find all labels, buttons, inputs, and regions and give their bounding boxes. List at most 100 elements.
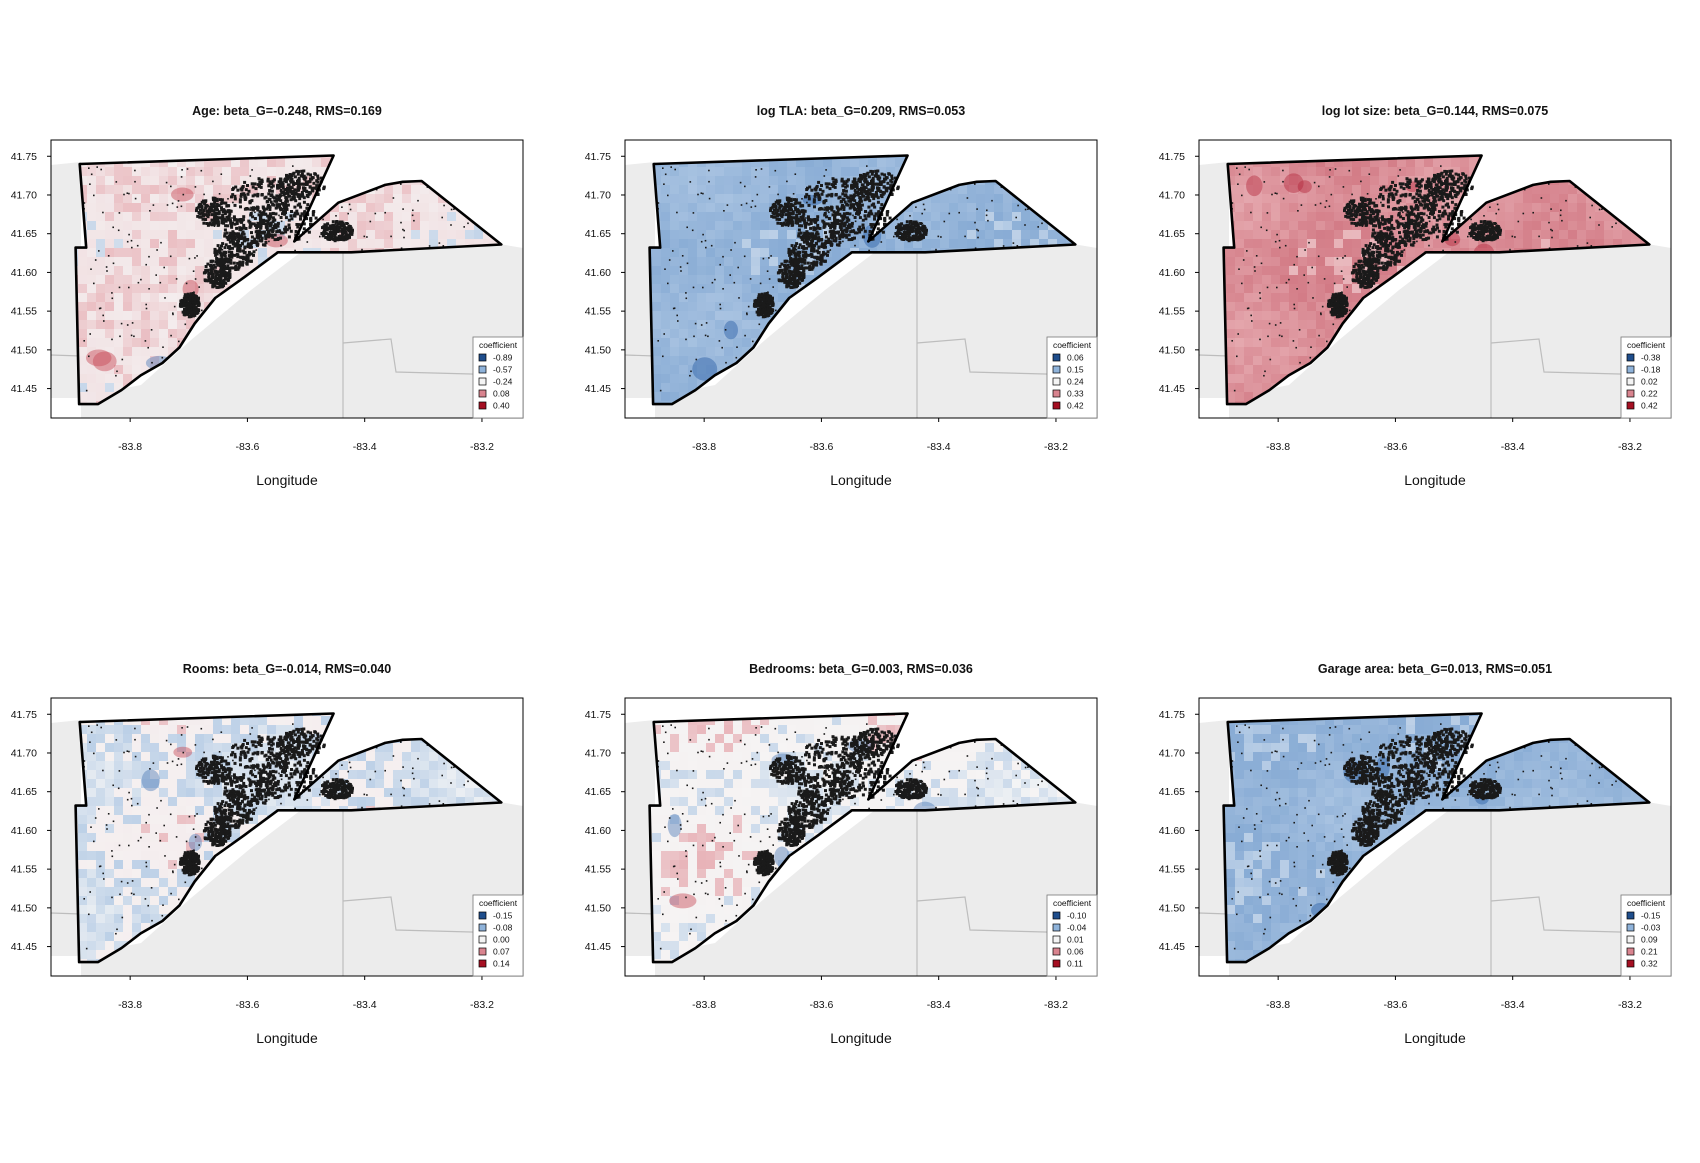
surface-cell <box>661 293 671 303</box>
y-tick-label: 41.45 <box>11 383 37 395</box>
sale-point <box>231 193 234 196</box>
surface-cell <box>366 221 376 231</box>
sale-point <box>328 229 330 231</box>
panel-title: Age: beta_G=-0.248, RMS=0.169 <box>192 104 382 118</box>
sale-point <box>248 221 251 224</box>
surface-cell <box>751 239 761 249</box>
surface-cell <box>751 230 761 240</box>
surface-cell <box>679 203 689 213</box>
surface-cell <box>697 284 707 294</box>
sale-point <box>214 213 217 216</box>
sale-point <box>198 286 200 288</box>
surface-cell <box>303 239 313 249</box>
surface-cell <box>976 239 986 249</box>
sale-point <box>255 226 258 229</box>
surface-cell <box>132 275 142 285</box>
surface-cell <box>159 284 169 294</box>
surface-cell <box>87 275 97 285</box>
surface-cell <box>141 338 151 348</box>
surface-cell <box>1003 203 1013 213</box>
sale-point <box>190 292 193 295</box>
surface-cell <box>402 203 412 213</box>
surface-cell <box>123 293 133 303</box>
surface-cell <box>114 284 124 294</box>
sale-point <box>257 237 260 240</box>
sale-point <box>213 285 216 288</box>
surface-cell <box>679 374 689 384</box>
surface-cell <box>105 248 115 258</box>
surface-cell <box>222 176 232 186</box>
surface-cell <box>949 212 959 222</box>
surface-cell <box>438 203 448 213</box>
surface-cell <box>670 338 680 348</box>
sale-point <box>364 236 366 238</box>
surface-cell <box>348 239 358 249</box>
surface-cell <box>670 176 680 186</box>
surface-cell <box>222 167 232 177</box>
surface-cell <box>87 203 97 213</box>
surface-cell <box>168 221 178 231</box>
y-tick-label: 41.55 <box>11 306 37 318</box>
sale-point <box>245 227 248 230</box>
surface-cell <box>384 230 394 240</box>
surface-cell <box>688 257 698 267</box>
surface-cell <box>375 203 385 213</box>
sale-point <box>270 222 273 225</box>
surface-cell <box>787 230 797 240</box>
surface-cell <box>1048 230 1058 240</box>
sale-point <box>188 298 191 301</box>
sale-point <box>103 320 105 322</box>
surface-cell <box>679 194 689 204</box>
surface-cell <box>1003 212 1013 222</box>
sale-point <box>132 322 134 324</box>
sale-point <box>306 203 309 206</box>
surface-cell <box>841 167 851 177</box>
surface-cell <box>87 284 97 294</box>
surface-cell <box>168 167 178 177</box>
surface-cell <box>868 158 878 168</box>
surface-cell <box>679 221 689 231</box>
surface-cell <box>760 203 770 213</box>
sale-point <box>224 209 227 212</box>
surface-cell <box>742 302 752 312</box>
surface-cell <box>150 185 160 195</box>
sale-point <box>199 204 202 207</box>
surface-cell <box>733 176 743 186</box>
sale-point <box>234 204 237 207</box>
sale-point <box>319 236 321 238</box>
surface-cell <box>661 311 671 321</box>
sale-point <box>301 173 304 176</box>
surface-cell <box>87 311 97 321</box>
surface-cell <box>123 176 133 186</box>
surface-cell <box>393 239 403 249</box>
surface-cell <box>841 158 851 168</box>
sale-point <box>349 225 351 227</box>
sale-point <box>202 222 205 225</box>
surface-cell <box>760 185 770 195</box>
sale-point <box>164 297 166 299</box>
surface-cell <box>724 167 734 177</box>
surface-cell <box>796 185 806 195</box>
surface-cell <box>679 320 689 330</box>
surface-cell <box>105 194 115 204</box>
surface-cell <box>715 212 725 222</box>
surface-cell <box>150 266 160 276</box>
sale-point <box>149 210 151 212</box>
surface-cell <box>411 230 421 240</box>
sale-point <box>288 195 291 198</box>
surface-cell <box>661 176 671 186</box>
surface-cell <box>168 293 178 303</box>
sale-point <box>242 250 245 253</box>
surface-cell <box>168 266 178 276</box>
surface-cell <box>141 221 151 231</box>
surface-cell <box>796 176 806 186</box>
map-svg: Age: beta_G=-0.248, RMS=0.16941.7541.704… <box>0 95 573 605</box>
sale-point <box>112 298 114 300</box>
surface-cell <box>159 194 169 204</box>
sale-point <box>181 176 183 178</box>
surface-cell <box>994 203 1004 213</box>
surface-cell <box>114 293 124 303</box>
surface-cell <box>114 347 124 357</box>
surface-cell <box>967 194 977 204</box>
surface-cell <box>661 194 671 204</box>
